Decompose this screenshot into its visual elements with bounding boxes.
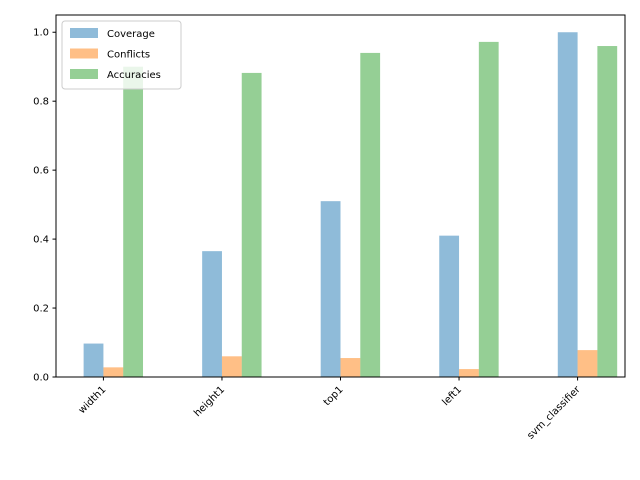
bar-accuracies-left1 [478, 41, 499, 377]
bar-accuracies-width1 [123, 66, 144, 378]
y-tick-label: 0.2 [33, 304, 49, 315]
legend-label-conflicts: Conflicts [107, 50, 150, 61]
bar-accuracies-top1 [360, 52, 381, 378]
y-tick-label: 0.8 [33, 97, 49, 108]
bar-coverage-width1 [83, 343, 104, 377]
bar-accuracies-svm_classifier [597, 46, 618, 377]
bar-coverage-top1 [320, 201, 341, 377]
x-tick-label: height1 [192, 384, 227, 419]
x-tick-label: width1 [77, 384, 109, 416]
y-tick-label: 0.0 [33, 373, 49, 384]
x-tick-label: left1 [440, 384, 464, 408]
legend-swatch-accuracies [70, 69, 98, 79]
bar-accuracies-height1 [241, 72, 262, 378]
bar-conflicts-width1 [103, 367, 124, 377]
bar-conflicts-svm_classifier [577, 350, 598, 377]
legend-label-accuracies: Accuracies [107, 70, 161, 81]
x-tick-label: top1 [322, 384, 346, 408]
bar-coverage-svm_classifier [557, 32, 578, 378]
bar-conflicts-top1 [340, 358, 361, 377]
y-tick-label: 0.6 [33, 166, 49, 177]
y-tick-label: 1.0 [33, 28, 49, 39]
y-axis: 0.0 0.2 0.4 0.6 0.8 1.0 [33, 28, 56, 384]
bar-conflicts-left1 [459, 369, 479, 377]
y-tick-label: 0.4 [33, 235, 49, 246]
legend-swatch-conflicts [70, 48, 98, 59]
bars-layer [83, 32, 618, 378]
bar-conflicts-height1 [221, 356, 242, 377]
legend-label-coverage: Coverage [107, 29, 155, 40]
legend: Coverage Conflicts Accuracies [61, 20, 182, 90]
bar-coverage-height1 [202, 251, 222, 377]
bar-coverage-left1 [439, 235, 460, 377]
x-axis: width1 height1 top1 left1 svm_classifier [77, 377, 583, 442]
x-tick-label: svm_classifier [525, 384, 583, 442]
legend-swatch-coverage [70, 28, 98, 38]
